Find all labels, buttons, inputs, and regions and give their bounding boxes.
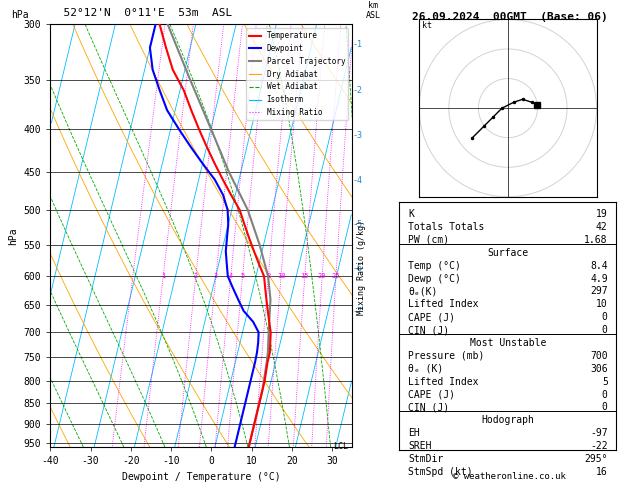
Text: Lifted Index: Lifted Index [408, 377, 479, 387]
Text: -6: -6 [352, 263, 362, 273]
Text: -22: -22 [590, 441, 608, 451]
Text: -3: -3 [352, 131, 362, 140]
Text: 306: 306 [590, 364, 608, 374]
X-axis label: Dewpoint / Temperature (°C): Dewpoint / Temperature (°C) [122, 472, 281, 482]
Text: 20: 20 [318, 273, 326, 279]
Text: 10: 10 [596, 299, 608, 310]
Text: Totals Totals: Totals Totals [408, 222, 484, 232]
Text: θₑ (K): θₑ (K) [408, 364, 443, 374]
Text: 2: 2 [194, 273, 198, 279]
Text: Dewp (°C): Dewp (°C) [408, 274, 461, 283]
Text: 1.68: 1.68 [584, 235, 608, 245]
Text: Pressure (mb): Pressure (mb) [408, 351, 484, 361]
Text: θₑ(K): θₑ(K) [408, 286, 438, 296]
Text: Surface: Surface [487, 248, 528, 258]
Text: -97: -97 [590, 428, 608, 438]
Text: StmSpd (kt): StmSpd (kt) [408, 467, 473, 477]
Text: 5: 5 [602, 377, 608, 387]
Text: 8: 8 [266, 273, 270, 279]
Text: SREH: SREH [408, 441, 431, 451]
Text: Most Unstable: Most Unstable [470, 338, 546, 348]
Text: 4.9: 4.9 [590, 274, 608, 283]
Text: CIN (J): CIN (J) [408, 402, 449, 413]
Text: PW (cm): PW (cm) [408, 235, 449, 245]
Text: Lifted Index: Lifted Index [408, 299, 479, 310]
Text: Temp (°C): Temp (°C) [408, 260, 461, 271]
Text: 16: 16 [596, 467, 608, 477]
Text: 5: 5 [240, 273, 245, 279]
Text: 0: 0 [602, 325, 608, 335]
Text: 1: 1 [161, 273, 165, 279]
Text: CIN (J): CIN (J) [408, 325, 449, 335]
Legend: Temperature, Dewpoint, Parcel Trajectory, Dry Adiabat, Wet Adiabat, Isotherm, Mi: Temperature, Dewpoint, Parcel Trajectory… [246, 28, 348, 120]
Text: Mixing Ratio (g/kg): Mixing Ratio (g/kg) [357, 220, 366, 315]
Text: 15: 15 [301, 273, 309, 279]
Text: 52°12'N  0°11'E  53m  ASL: 52°12'N 0°11'E 53m ASL [50, 8, 233, 18]
Text: 297: 297 [590, 286, 608, 296]
Text: hPa: hPa [11, 10, 29, 20]
Text: km
ASL: km ASL [366, 0, 381, 20]
Text: 25: 25 [331, 273, 340, 279]
Text: K: K [408, 209, 414, 219]
Text: -5: -5 [352, 220, 362, 228]
Text: -4: -4 [352, 176, 362, 185]
Text: 295°: 295° [584, 454, 608, 464]
Text: 26.09.2024  00GMT  (Base: 06): 26.09.2024 00GMT (Base: 06) [411, 12, 608, 22]
Text: 0: 0 [602, 312, 608, 322]
Text: 700: 700 [590, 351, 608, 361]
Text: 8.4: 8.4 [590, 260, 608, 271]
Text: StmDir: StmDir [408, 454, 443, 464]
Text: -7: -7 [352, 307, 362, 316]
Text: 0: 0 [602, 402, 608, 413]
Text: -1: -1 [352, 40, 362, 49]
Text: 42: 42 [596, 222, 608, 232]
Text: 3: 3 [214, 273, 218, 279]
Text: EH: EH [408, 428, 420, 438]
Text: -2: -2 [352, 86, 362, 95]
Text: © weatheronline.co.uk: © weatheronline.co.uk [453, 472, 566, 481]
Text: CAPE (J): CAPE (J) [408, 312, 455, 322]
Text: 0: 0 [602, 390, 608, 399]
Text: 4: 4 [229, 273, 233, 279]
Text: CAPE (J): CAPE (J) [408, 390, 455, 399]
Text: LCL: LCL [333, 442, 348, 451]
Text: 10: 10 [277, 273, 286, 279]
Y-axis label: hPa: hPa [8, 227, 18, 244]
Text: 19: 19 [596, 209, 608, 219]
Text: Hodograph: Hodograph [481, 416, 535, 425]
Text: kt: kt [422, 21, 432, 30]
